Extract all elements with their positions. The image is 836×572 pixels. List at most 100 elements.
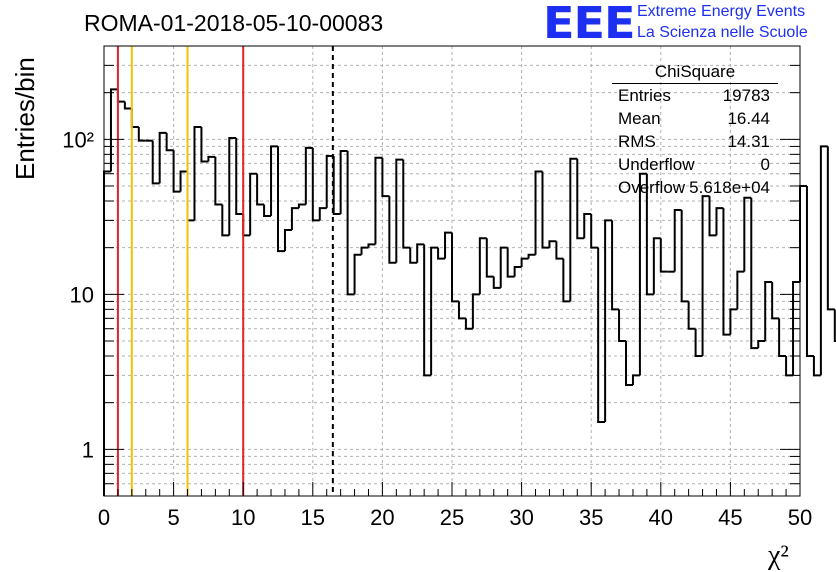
histogram-bin bbox=[548, 240, 557, 248]
histogram-bin bbox=[778, 318, 787, 358]
histogram-bin bbox=[694, 328, 703, 358]
histogram-bin bbox=[645, 173, 654, 296]
stat-key: RMS bbox=[618, 132, 656, 151]
x-tick-label: 20 bbox=[370, 505, 394, 530]
stat-key: Underflow bbox=[618, 155, 695, 174]
eee-logo-mark: EEE bbox=[543, 0, 636, 49]
chart-title: ROMA-01-2018-05-10-00083 bbox=[84, 10, 384, 36]
histogram-bin bbox=[701, 195, 710, 357]
histogram-bin bbox=[750, 197, 759, 350]
stats-row: Underflow 0 bbox=[612, 155, 778, 178]
histogram-bin bbox=[799, 184, 807, 283]
histogram-bin bbox=[464, 318, 473, 330]
histogram-bin bbox=[444, 231, 452, 259]
x-tick-label: 10 bbox=[231, 505, 255, 530]
histogram-bin bbox=[457, 301, 466, 320]
x-tick-label: 30 bbox=[509, 505, 533, 530]
histogram-bin bbox=[520, 257, 529, 268]
histogram-bin bbox=[826, 146, 835, 311]
histogram-bin bbox=[304, 146, 313, 205]
histogram-bin bbox=[172, 150, 181, 193]
histogram-bin bbox=[812, 356, 821, 377]
histogram-bin bbox=[513, 266, 522, 277]
histogram-bin bbox=[179, 170, 188, 192]
x-tick-label: 35 bbox=[579, 505, 603, 530]
histogram-bin bbox=[409, 247, 418, 264]
histogram-bin bbox=[680, 209, 689, 303]
histogram-bin bbox=[743, 196, 752, 272]
histogram-bin bbox=[506, 247, 515, 278]
histogram-bin bbox=[277, 146, 285, 253]
histogram-bin bbox=[116, 89, 125, 103]
x-tick-label: 40 bbox=[649, 505, 673, 530]
histogram-bin bbox=[604, 219, 613, 423]
stat-value: 0 bbox=[760, 155, 770, 174]
histogram-bin bbox=[757, 339, 766, 349]
histogram-bin bbox=[631, 374, 640, 386]
stat-key: Overflow bbox=[618, 178, 686, 197]
logo-line-2: La Scienza nelle Scuole bbox=[637, 24, 808, 41]
stat-value: 5.618e+04 bbox=[689, 178, 770, 197]
histogram-bin bbox=[819, 145, 828, 376]
histogram-bin bbox=[374, 156, 383, 245]
histogram-bin bbox=[221, 204, 230, 237]
histogram-bin bbox=[833, 309, 836, 342]
histogram-bin bbox=[785, 356, 794, 377]
histogram-bin bbox=[590, 213, 599, 249]
histogram-bin bbox=[805, 185, 814, 358]
histogram-bin bbox=[402, 159, 411, 249]
x-tick-label: 0 bbox=[98, 505, 110, 530]
stat-value: 16.44 bbox=[727, 109, 770, 128]
histogram-bin bbox=[562, 258, 571, 303]
histogram-bin bbox=[388, 196, 397, 264]
stat-key: Mean bbox=[618, 109, 661, 128]
stats-row: Entries 19783 bbox=[612, 86, 778, 109]
histogram-bin bbox=[207, 155, 216, 162]
stats-row: Mean 16.44 bbox=[612, 109, 778, 132]
histogram-bin bbox=[771, 282, 780, 320]
histogram-bin bbox=[764, 281, 773, 341]
stats-row: RMS 14.31 bbox=[612, 132, 778, 155]
x-tick-label: 15 bbox=[301, 505, 325, 530]
stat-value: 14.31 bbox=[727, 132, 770, 151]
histogram-bin bbox=[283, 229, 292, 252]
histogram-bin bbox=[381, 157, 390, 198]
tick-labels: 0 5 10 15 20 25 30 35 40 45 50 1 10 10² bbox=[62, 127, 812, 530]
histogram-bin bbox=[708, 196, 717, 237]
histogram-bin bbox=[499, 246, 508, 288]
x-tick-label: 25 bbox=[440, 505, 464, 530]
histogram-bin bbox=[346, 151, 355, 296]
histogram-bin bbox=[534, 170, 543, 255]
histogram-bin bbox=[430, 246, 439, 376]
histogram-bin bbox=[367, 243, 376, 248]
histogram-bin bbox=[492, 276, 501, 289]
histogram-bin bbox=[541, 171, 550, 249]
histogram-bin bbox=[249, 172, 258, 236]
histogram-bin bbox=[130, 108, 139, 129]
y-tick-label: 10 bbox=[70, 282, 94, 307]
histogram-bin bbox=[416, 243, 425, 263]
histogram-bin bbox=[673, 208, 682, 272]
y-axis-label: Entries/bin bbox=[10, 57, 40, 180]
histogram-bin bbox=[638, 172, 647, 376]
histogram-bin bbox=[186, 171, 195, 222]
histogram-bin bbox=[325, 155, 334, 209]
histogram-bin bbox=[437, 247, 446, 260]
histogram-bin bbox=[625, 340, 633, 387]
histogram-bin bbox=[297, 203, 306, 209]
histogram-bin bbox=[165, 132, 174, 152]
histogram-bin bbox=[583, 212, 592, 239]
histogram-bin bbox=[151, 140, 160, 185]
histogram-bin bbox=[611, 220, 620, 311]
histogram-bin bbox=[527, 253, 536, 259]
histogram-bin bbox=[360, 246, 369, 255]
histogram-bin bbox=[242, 213, 251, 237]
histogram-bin bbox=[395, 158, 404, 263]
histogram-bin bbox=[576, 158, 585, 240]
x-tick-label: 45 bbox=[718, 505, 742, 530]
histogram-bin bbox=[652, 237, 661, 295]
stat-key: Entries bbox=[618, 86, 671, 105]
y-tick-label: 10² bbox=[62, 127, 94, 152]
x-tick-label: 50 bbox=[788, 505, 812, 530]
